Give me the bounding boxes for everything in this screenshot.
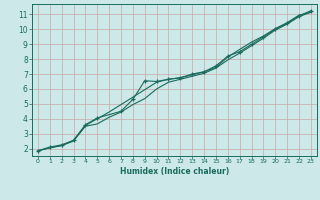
X-axis label: Humidex (Indice chaleur): Humidex (Indice chaleur): [120, 167, 229, 176]
